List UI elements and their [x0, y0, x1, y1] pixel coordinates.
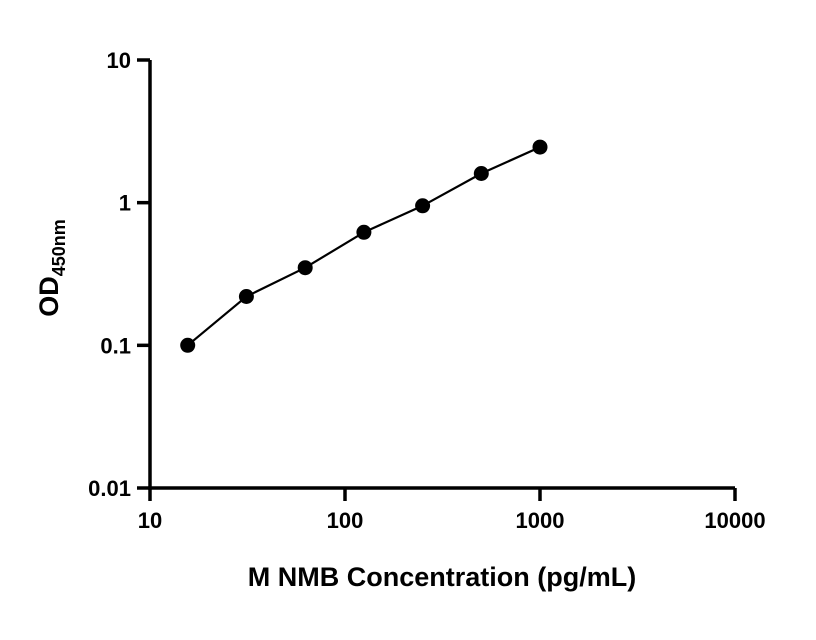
axes-group: 10 100 1000 10000 0.01 0.1 1 10: [88, 48, 765, 533]
data-point: [415, 198, 431, 214]
y-axis-tick-label: 0.1: [100, 333, 131, 358]
y-axis-title: OD450nm: [34, 219, 69, 317]
y-axis-tick-label: 10: [107, 48, 131, 73]
data-point: [473, 166, 489, 181]
y-axis-tick-label: 1: [119, 191, 131, 216]
x-axis-tick-label: 10: [138, 508, 162, 533]
y-axis-title-main: OD: [34, 276, 64, 317]
y-axis-tick-label: 0.01: [88, 476, 131, 501]
data-point: [532, 139, 548, 155]
x-axis-tick-label: 10000: [704, 508, 765, 533]
data-point: [238, 289, 254, 304]
series-group: [180, 139, 548, 353]
x-axis-title: M NMB Concentration (pg/mL): [248, 562, 636, 592]
x-axis-tick-label: 1000: [516, 508, 565, 533]
data-point: [297, 260, 313, 276]
x-axis-tick-label: 100: [327, 508, 364, 533]
data-point: [180, 337, 196, 353]
y-axis-title-subscript: 450nm: [49, 219, 69, 276]
data-point: [356, 224, 372, 240]
